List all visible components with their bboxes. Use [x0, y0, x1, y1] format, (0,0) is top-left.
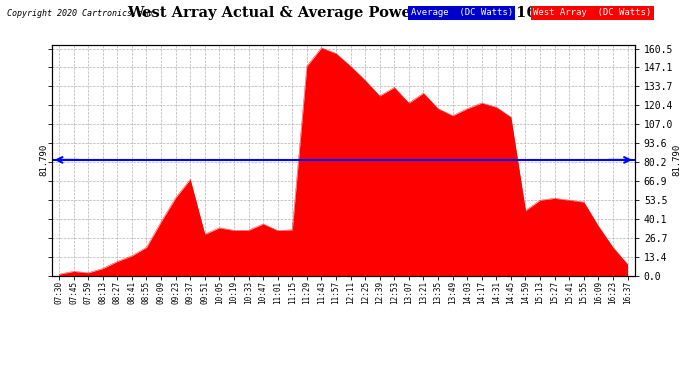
Text: 81.790: 81.790: [39, 144, 48, 176]
Text: West Array  (DC Watts): West Array (DC Watts): [533, 8, 651, 17]
Text: Average  (DC Watts): Average (DC Watts): [411, 8, 513, 17]
Text: Copyright 2020 Cartronics.com: Copyright 2020 Cartronics.com: [7, 9, 152, 18]
Text: West Array Actual & Average Power Tue Jan 28 16:44: West Array Actual & Average Power Tue Ja…: [128, 6, 562, 20]
Text: 81.790: 81.790: [673, 144, 682, 176]
